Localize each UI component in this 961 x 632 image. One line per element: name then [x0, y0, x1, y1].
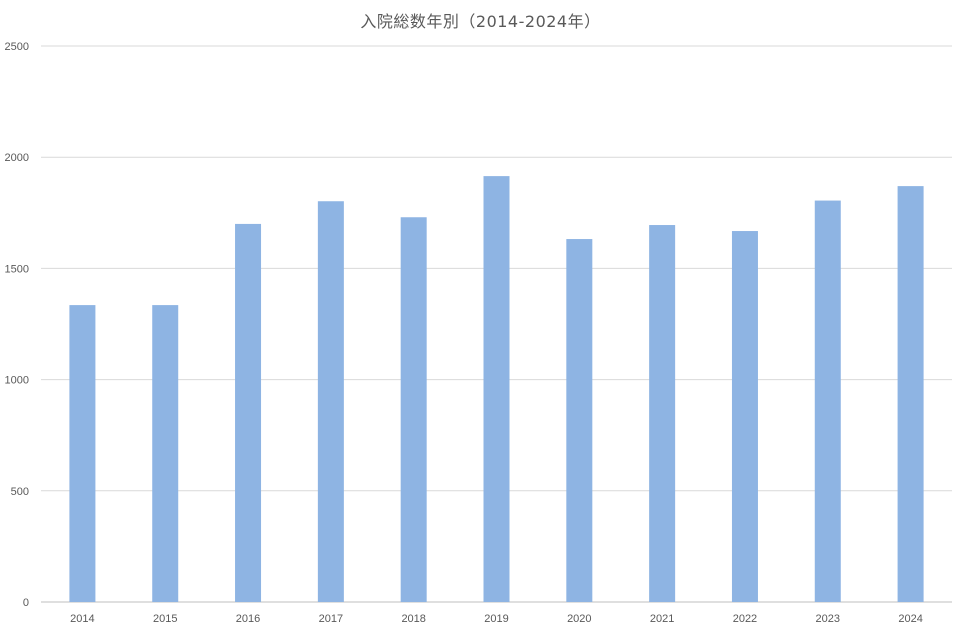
x-tick-label: 2018	[401, 613, 425, 625]
y-tick-label: 1500	[5, 263, 29, 275]
y-tick-label: 2000	[5, 152, 29, 164]
x-tick-label: 2022	[733, 613, 757, 625]
y-axis: 0 500 1000 1500 2000 2500	[5, 41, 29, 609]
bar-2023	[814, 200, 841, 602]
bar-2018	[400, 217, 427, 603]
y-tick-label: 1000	[5, 375, 29, 387]
y-tick-label: 0	[23, 597, 29, 609]
bars	[69, 176, 924, 603]
y-tick-label: 500	[11, 486, 29, 498]
bar-2017	[317, 201, 344, 602]
x-tick-label: 2019	[484, 613, 508, 625]
bar-2024	[897, 186, 924, 602]
y-tick-label: 2500	[5, 41, 29, 53]
x-tick-label: 2015	[153, 613, 177, 625]
x-tick-label: 2020	[567, 613, 591, 625]
bar-2014	[69, 305, 96, 602]
bar-2020	[566, 239, 593, 602]
x-tick-label: 2023	[816, 613, 840, 625]
x-tick-label: 2024	[898, 613, 922, 625]
x-tick-label: 2016	[236, 613, 260, 625]
x-tick-label: 2017	[319, 613, 343, 625]
chart-title: 入院総数年別（2014-2024年）	[360, 12, 601, 31]
bar-2019	[483, 176, 510, 602]
bar-2015	[152, 305, 179, 602]
bar-2016	[235, 223, 262, 603]
x-axis: 2014 2015 2016 2017 2018 2019 2020 2021 2022 2023…	[70, 613, 923, 625]
x-tick-label: 2021	[650, 613, 674, 625]
bar-2021	[649, 225, 676, 603]
bar-2022	[731, 231, 758, 602]
x-tick-label: 2014	[70, 613, 94, 625]
